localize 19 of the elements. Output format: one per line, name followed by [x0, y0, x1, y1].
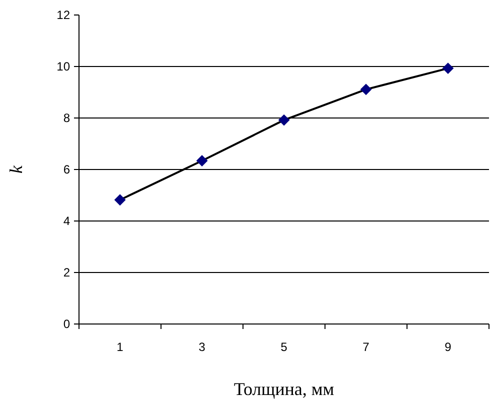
x-tick-label: 3 [198, 340, 206, 354]
x-tick-label: 1 [116, 340, 124, 354]
y-tick-label: 2 [63, 266, 70, 280]
y-tick-label: 6 [63, 162, 70, 177]
y-tick-label: 8 [63, 111, 70, 126]
y-tick-label: 0 [63, 317, 70, 332]
point [114, 194, 126, 206]
y-axis-title: k [6, 164, 26, 174]
point [278, 114, 290, 126]
point [196, 155, 208, 166]
y-tick-label: 10 [56, 60, 70, 74]
x-axis-title: Толщина, мм [234, 379, 334, 399]
x-tick-label: 5 [280, 340, 288, 354]
point [442, 62, 454, 74]
x-tick-label: 9 [444, 340, 452, 354]
point [360, 84, 372, 95]
x-tick-label: 7 [362, 340, 370, 354]
y-tick-label: 12 [56, 8, 70, 22]
y-tick-label: 4 [63, 214, 70, 228]
